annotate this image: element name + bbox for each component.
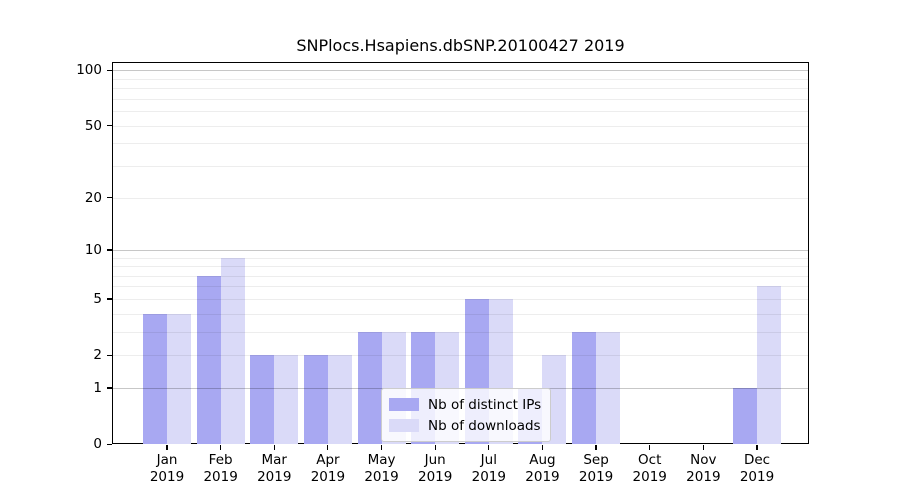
xtick-mark-mar bbox=[273, 445, 275, 450]
xtick-label-oct: Oct 2019 bbox=[632, 452, 667, 485]
bar-downloads-jan bbox=[167, 313, 191, 444]
bar-downloads-dec bbox=[757, 286, 781, 444]
ytick-mark-2 bbox=[107, 354, 112, 356]
xtick-mark-aug bbox=[541, 445, 544, 450]
bar-downloads-apr bbox=[327, 355, 352, 444]
gridline-9 bbox=[113, 257, 808, 259]
gridline-5 bbox=[113, 298, 808, 300]
ytick-label-2: 2 bbox=[93, 347, 102, 364]
ytick-label-1: 1 bbox=[93, 379, 102, 396]
ytick-label-10: 10 bbox=[84, 241, 102, 258]
gridline-60 bbox=[113, 111, 808, 113]
gridline-20 bbox=[113, 197, 808, 199]
gridline-8 bbox=[113, 266, 808, 268]
gridline-4 bbox=[113, 313, 808, 315]
xtick-mark-feb bbox=[220, 445, 222, 450]
bar-distinct-ips-apr bbox=[303, 355, 328, 444]
ytick-mark-10 bbox=[107, 249, 112, 251]
ytick-mark-50 bbox=[107, 125, 112, 127]
xtick-mark-apr bbox=[327, 445, 329, 450]
gridline-50 bbox=[113, 125, 808, 127]
gridline-90 bbox=[113, 78, 808, 80]
xtick-mark-sep bbox=[595, 445, 597, 450]
bar-distinct-ips-dec bbox=[733, 387, 757, 444]
ytick-label-50: 50 bbox=[84, 117, 102, 134]
xtick-label-jan: Jan 2019 bbox=[149, 452, 185, 485]
bar-distinct-ips-sep bbox=[572, 331, 597, 444]
gridline-2 bbox=[113, 355, 808, 357]
xtick-label-aug: Aug 2019 bbox=[525, 452, 560, 485]
bar-distinct-ips-feb bbox=[196, 275, 221, 444]
legend-row-distinct-ips: Nb of distinct IPs bbox=[389, 394, 541, 415]
bar-distinct-ips-may bbox=[357, 331, 382, 444]
ytick-label-5: 5 bbox=[93, 290, 102, 307]
gridline-7 bbox=[113, 275, 808, 277]
gridline-100 bbox=[113, 70, 808, 72]
ytick-label-20: 20 bbox=[84, 189, 102, 206]
ytick-mark-0 bbox=[107, 443, 112, 445]
gridline-70 bbox=[113, 98, 808, 100]
legend-row-downloads: Nb of downloads bbox=[389, 415, 541, 436]
legend-label-downloads: Nb of downloads bbox=[428, 417, 541, 434]
gridline-10 bbox=[113, 249, 808, 251]
chart-title: SNPlocs.Hsapiens.dbSNP.20100427 2019 bbox=[296, 36, 625, 55]
gridline-30 bbox=[113, 165, 808, 167]
ytick-label-100: 100 bbox=[76, 62, 102, 79]
ytick-mark-20 bbox=[107, 197, 112, 199]
bar-downloads-mar bbox=[274, 355, 299, 444]
gridline-40 bbox=[113, 143, 808, 145]
xtick-label-may: May 2019 bbox=[364, 452, 399, 485]
xtick-mark-jun bbox=[434, 445, 436, 450]
bar-downloads-feb bbox=[220, 257, 245, 444]
ytick-mark-1 bbox=[107, 387, 112, 389]
bar-downloads-sep bbox=[596, 331, 621, 444]
ytick-mark-100 bbox=[107, 69, 112, 72]
bar-distinct-ips-jan bbox=[143, 313, 167, 444]
xtick-mark-jul bbox=[488, 445, 490, 450]
xtick-label-apr: Apr 2019 bbox=[310, 452, 346, 485]
bar-distinct-ips-mar bbox=[250, 355, 275, 444]
xtick-label-feb: Feb 2019 bbox=[203, 452, 238, 485]
xtick-mark-nov bbox=[702, 445, 704, 450]
legend-swatch-distinct-ips bbox=[389, 398, 419, 411]
legend-label-distinct-ips: Nb of distinct IPs bbox=[428, 396, 542, 413]
plot-area: Nb of distinct IPs Nb of downloads bbox=[112, 62, 809, 444]
legend-swatch-downloads bbox=[389, 419, 419, 432]
gridline-3 bbox=[113, 331, 808, 333]
ytick-mark-5 bbox=[107, 298, 112, 300]
xtick-mark-dec bbox=[756, 445, 758, 450]
xtick-label-nov: Nov 2019 bbox=[686, 452, 721, 485]
xtick-mark-may bbox=[380, 445, 383, 450]
xtick-label-jun: Jun 2019 bbox=[417, 452, 453, 485]
xtick-mark-oct bbox=[649, 445, 651, 450]
legend: Nb of distinct IPs Nb of downloads bbox=[381, 388, 552, 442]
gridline-6 bbox=[113, 286, 808, 288]
ytick-label-0: 0 bbox=[93, 436, 102, 452]
xtick-label-sep: Sep 2019 bbox=[578, 452, 614, 485]
xtick-label-jul: Jul 2019 bbox=[471, 452, 506, 485]
xtick-label-mar: Mar 2019 bbox=[257, 452, 292, 485]
gridline-80 bbox=[113, 88, 808, 90]
xtick-label-dec: Dec 2019 bbox=[739, 452, 775, 485]
xtick-mark-jan bbox=[166, 445, 168, 450]
